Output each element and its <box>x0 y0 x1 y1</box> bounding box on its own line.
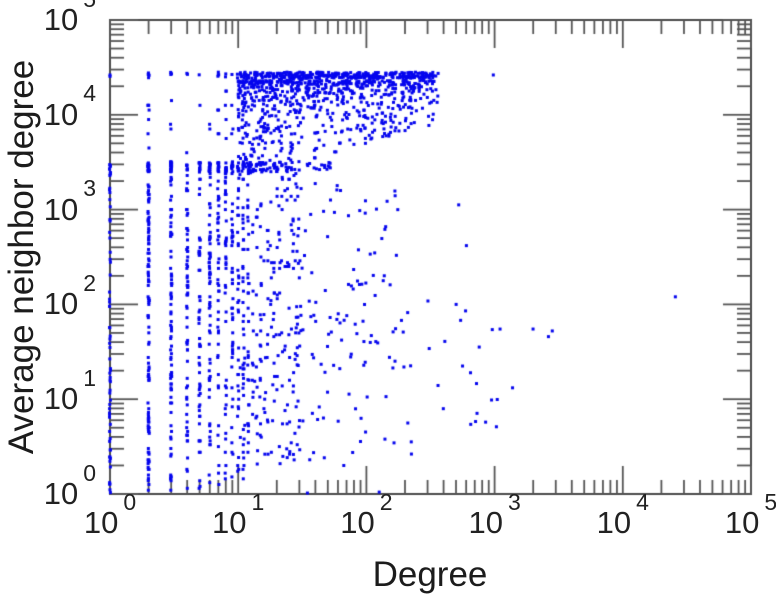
tick-base: 10 <box>43 476 79 511</box>
tick-exponent: 5 <box>83 0 96 12</box>
y-tick-label: 104 <box>0 82 96 132</box>
tick-base: 10 <box>340 505 375 540</box>
tick-base: 10 <box>43 381 79 417</box>
tick-exponent: 4 <box>83 80 96 107</box>
x-tick-label: 105 <box>724 490 776 540</box>
tick-base: 10 <box>43 286 79 322</box>
tick-exponent: 3 <box>83 175 96 202</box>
y-axis-title: Average neighbor degree <box>2 59 41 455</box>
tick-base: 10 <box>468 505 503 540</box>
tick-exponent: 1 <box>83 364 96 391</box>
y-tick-label: 10 5 <box>0 0 96 37</box>
tick-exponent: 5 <box>764 488 776 515</box>
x-tick-label: 101 <box>212 490 264 540</box>
tick-base: 10 <box>83 505 119 540</box>
x-axis-title: Degree <box>372 555 488 594</box>
y-tick-label: 102 <box>0 272 96 322</box>
y-tick-label: 103 <box>0 177 96 227</box>
tick-exponent: 4 <box>636 488 649 515</box>
tick-base: 10 <box>43 191 79 227</box>
tick-exponent: 3 <box>507 488 521 515</box>
y-tick-label: 100 <box>0 461 96 511</box>
tick-exponent: 2 <box>379 488 393 515</box>
tick-base: 10 <box>596 505 632 540</box>
tick-exponent: 1 <box>251 488 265 515</box>
y-tick-label: 101 <box>0 366 96 417</box>
tick-exponent: 0 <box>83 459 96 486</box>
tick-exponent: 0 <box>123 488 137 515</box>
x-tick-label: 100 <box>83 490 136 540</box>
tick-base: 10 <box>724 505 760 540</box>
tick-base: 10 <box>212 505 247 540</box>
x-tick-label: 104 <box>596 490 649 540</box>
tick-base: 10 <box>43 96 79 132</box>
x-tick-label: 102 <box>340 490 392 540</box>
tick-base: 10 <box>43 2 79 37</box>
x-tick-label: 103 <box>468 490 520 540</box>
tick-exponent: 2 <box>83 270 96 297</box>
